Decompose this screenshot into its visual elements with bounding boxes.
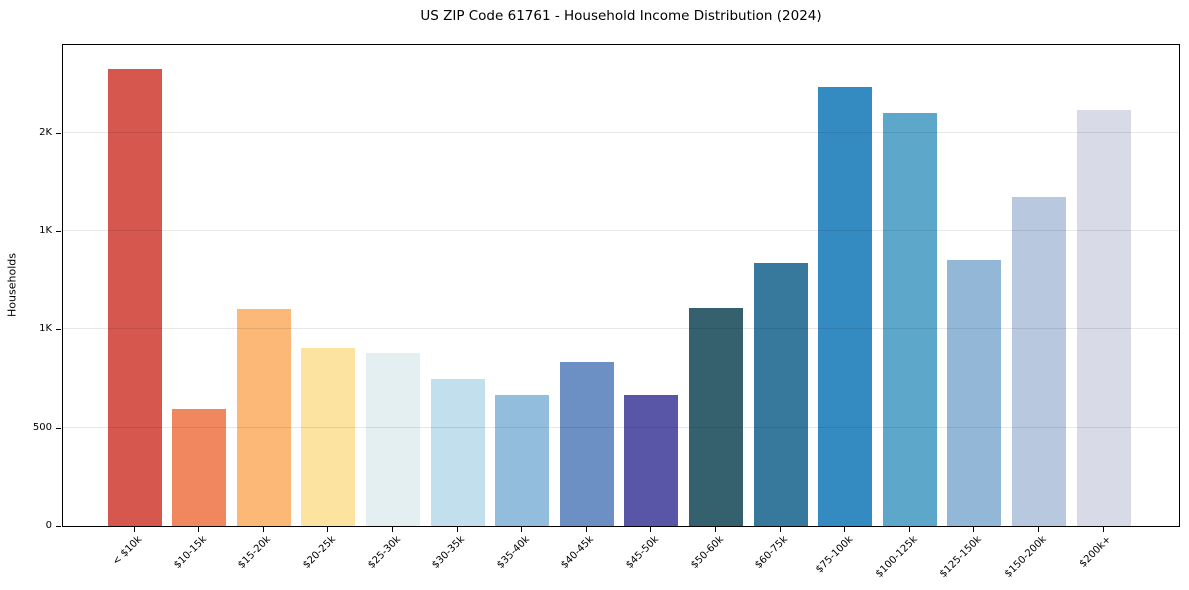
bar-$75-100k — [818, 86, 873, 526]
y-tick-label: 1K — [39, 323, 52, 335]
x-tick-label: $10-15k — [171, 534, 209, 571]
bar-$40-45k — [559, 361, 614, 526]
y-tick-mark — [56, 526, 61, 527]
x-tick-label: $50-60k — [688, 534, 726, 571]
y-tick-label: 0 — [45, 520, 52, 531]
y-tick-label: 1K — [39, 225, 52, 237]
x-tick-mark — [1037, 527, 1039, 532]
bar-$50-60k — [688, 308, 743, 526]
y-tick-label: 2K — [39, 126, 52, 138]
chart-title: US ZIP Code 61761 - Household Income Dis… — [420, 8, 822, 24]
y-tick-mark — [56, 427, 61, 429]
bar-$125-150k — [947, 259, 1002, 526]
x-tick-mark — [585, 527, 587, 532]
x-tick-label: $40-45k — [559, 534, 597, 571]
bar-$25-30k — [365, 353, 420, 526]
x-tick-label: $25-30k — [365, 534, 403, 571]
y-axis-label: Households — [5, 253, 19, 317]
x-tick-mark — [133, 527, 135, 532]
x-tick-mark — [391, 527, 393, 532]
x-tick-label: $150-200k — [1002, 534, 1049, 580]
y-tick-mark — [56, 231, 61, 233]
x-tick-mark — [262, 527, 264, 532]
y-tick-mark — [56, 329, 61, 331]
x-tick-label: $20-25k — [301, 534, 339, 571]
x-tick-label: $60-75k — [753, 534, 791, 571]
gridline-500 — [63, 426, 1179, 428]
x-tick-label: $35-40k — [494, 534, 532, 571]
bar-$60-75k — [753, 262, 808, 526]
x-tick-label: < $10k — [110, 534, 145, 568]
bar-$10-15k — [172, 409, 227, 526]
x-tick-mark — [456, 527, 458, 532]
x-tick-label: $15-20k — [236, 534, 274, 571]
x-tick-mark — [844, 527, 846, 532]
x-tick-mark — [327, 527, 329, 532]
x-tick-label: $200k+ — [1077, 534, 1114, 570]
x-tick-label: $75-100k — [813, 534, 855, 576]
bar-$150-200k — [1011, 197, 1066, 526]
bar-$35-40k — [495, 394, 550, 526]
gridline-1K — [63, 328, 1179, 330]
x-tick-mark — [650, 527, 652, 532]
y-tick-label: 500 — [32, 421, 52, 433]
x-tick-mark — [198, 527, 200, 532]
bar-$20-25k — [301, 348, 356, 526]
x-tick-label: $45-50k — [624, 534, 662, 571]
x-tick-label: $30-35k — [430, 534, 468, 571]
gridline-2K — [63, 131, 1179, 133]
x-tick-mark — [1102, 527, 1104, 532]
x-tick-mark — [779, 527, 781, 532]
x-tick-label: $125-150k — [938, 534, 985, 580]
y-tick-mark — [56, 132, 61, 134]
x-tick-mark — [908, 527, 910, 532]
plot-area — [62, 44, 1180, 527]
gridline-1K — [63, 230, 1179, 232]
bar-$100-125k — [882, 113, 937, 526]
bar-$45-50k — [624, 394, 679, 526]
x-tick-mark — [714, 527, 716, 532]
x-tick-mark — [521, 527, 523, 532]
x-tick-label: $100-125k — [873, 534, 920, 580]
x-tick-mark — [973, 527, 975, 532]
bar-$200k+ — [1076, 110, 1131, 526]
bar-$15-20k — [236, 309, 291, 526]
bar-< $10k — [107, 69, 162, 526]
bar-$30-35k — [430, 379, 485, 526]
